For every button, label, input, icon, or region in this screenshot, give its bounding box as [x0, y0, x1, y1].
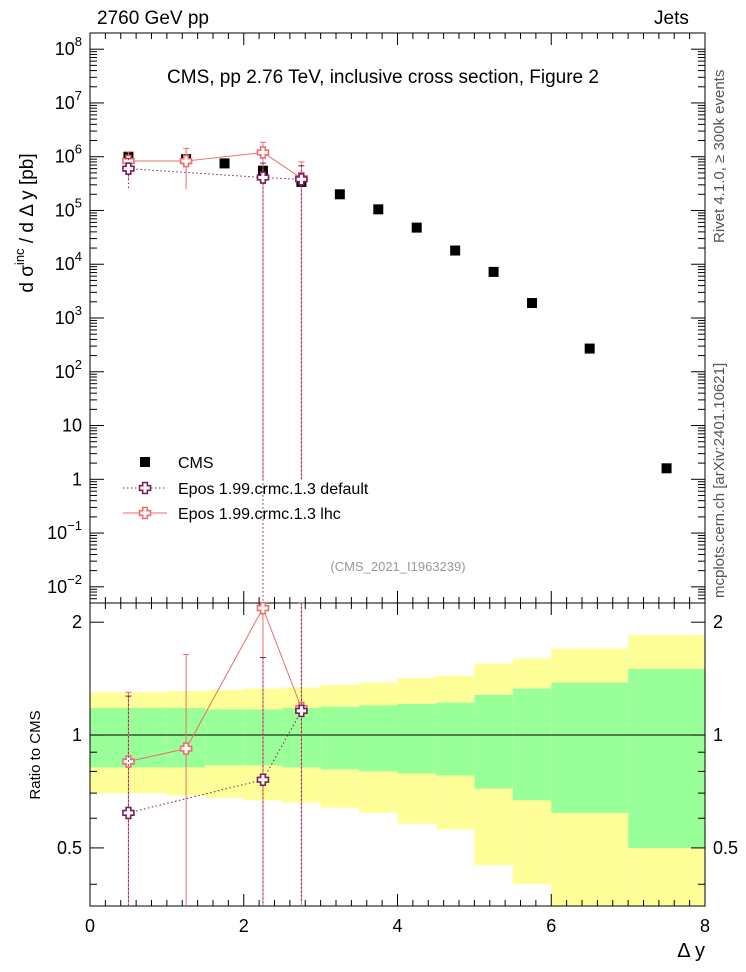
y-tick-label-main: 105 — [55, 195, 82, 220]
ratio-uncertainty-bands — [90, 634, 705, 906]
analysis-watermark: (CMS_2021_I1963239) — [330, 559, 465, 574]
epos-default-point — [256, 171, 270, 184]
y-tick-label-ratio: 2 — [72, 612, 82, 632]
cms-data-point — [661, 463, 672, 474]
y-tick-label-main: 108 — [55, 34, 82, 59]
y-tick-label-main: 106 — [55, 142, 82, 167]
cms-data-point — [527, 298, 538, 309]
y-tick-label-ratio: 0.5 — [57, 838, 82, 858]
legend-label: Epos 1.99.crmc.1.3 default — [178, 481, 369, 498]
y-tick-label-ratio: 1 — [72, 725, 82, 745]
cms-data-point — [411, 222, 422, 233]
epos-lhc-ratio-point — [256, 601, 270, 615]
ratio-band-stat — [320, 706, 360, 770]
cms-data-point — [450, 245, 461, 256]
ratio-band-stat — [359, 705, 398, 772]
ratio-band-stat — [551, 682, 629, 813]
cms-data-point — [373, 204, 384, 215]
ratio-band-stat — [474, 694, 513, 789]
y-tick-label-main: 10−1 — [47, 518, 82, 543]
x-tick-label: 0 — [85, 916, 95, 936]
y-tick-label-main: 107 — [55, 88, 82, 113]
y-tick-label-main: 102 — [55, 357, 82, 382]
sqrt-s-label: 2760 GeV pp — [97, 8, 209, 29]
legend-marker-default — [138, 481, 152, 495]
legend: CMS Epos 1.99.crmc.1.3 default Epos 1.99.c… — [123, 455, 369, 523]
data-series — [122, 141, 672, 906]
legend-marker-lhc — [138, 506, 152, 520]
ratio-band-stat — [397, 704, 436, 774]
axis-ticks: 0 2 4 6 8 10−2 10−1 1 10 102 103 104 105 106 107 108 0.5… — [47, 32, 738, 936]
ratio-band-stat — [205, 709, 244, 766]
epos-lhc-point — [256, 146, 270, 159]
cms-data-point — [488, 266, 499, 277]
x-tick-label: 6 — [546, 916, 556, 936]
y-tick-label-main: 103 — [55, 303, 82, 328]
epos-default-ratio-point — [122, 806, 135, 820]
legend-label: Epos 1.99.crmc.1.3 lhc — [178, 506, 341, 523]
y-tick-label-ratio-right: 1 — [713, 725, 723, 745]
y-tick-label-main: 10 — [62, 416, 82, 436]
x-tick-label: 4 — [392, 916, 402, 936]
x-axis-title: Δ y — [677, 940, 705, 962]
epos-default-ratio-point — [295, 704, 308, 718]
epos-default-line — [128, 168, 302, 180]
cms-data-point — [334, 189, 345, 200]
legend-marker-cms — [140, 457, 150, 467]
x-tick-label: 8 — [700, 916, 710, 936]
cms-data-point — [584, 343, 595, 354]
y-axis-title-ratio: Ratio to CMS — [27, 710, 44, 799]
epos-lhc-point — [179, 154, 193, 168]
y-tick-label-main: 1 — [72, 469, 82, 489]
y-tick-label-main: 104 — [55, 249, 82, 274]
legend-label: CMS — [178, 455, 214, 472]
ratio-band-stat — [512, 688, 552, 801]
x-tick-label: 2 — [239, 916, 249, 936]
epos-lhc-ratio-point — [179, 742, 193, 755]
ratio-band-stat — [628, 669, 705, 848]
y-tick-label-ratio-right: 0.5 — [713, 838, 738, 858]
epos-lhc-line — [128, 151, 302, 179]
ratio-band-stat — [435, 702, 475, 776]
process-label: Jets — [654, 8, 689, 29]
chart-title: CMS, pp 2.76 TeV, inclusive cross sectio… — [167, 67, 599, 88]
epos-default-point — [295, 173, 308, 186]
epos-lhc-ratio-line — [128, 606, 302, 763]
y-tick-label-ratio-right: 2 — [713, 612, 723, 632]
y-axis-title-main: d σinc / d Δ y [pb] — [12, 153, 38, 292]
cms-data-point — [219, 158, 230, 169]
epos-default-point — [122, 162, 135, 175]
epos-default-ratio-point — [256, 773, 270, 787]
y-tick-label-main: 10−2 — [47, 572, 82, 597]
